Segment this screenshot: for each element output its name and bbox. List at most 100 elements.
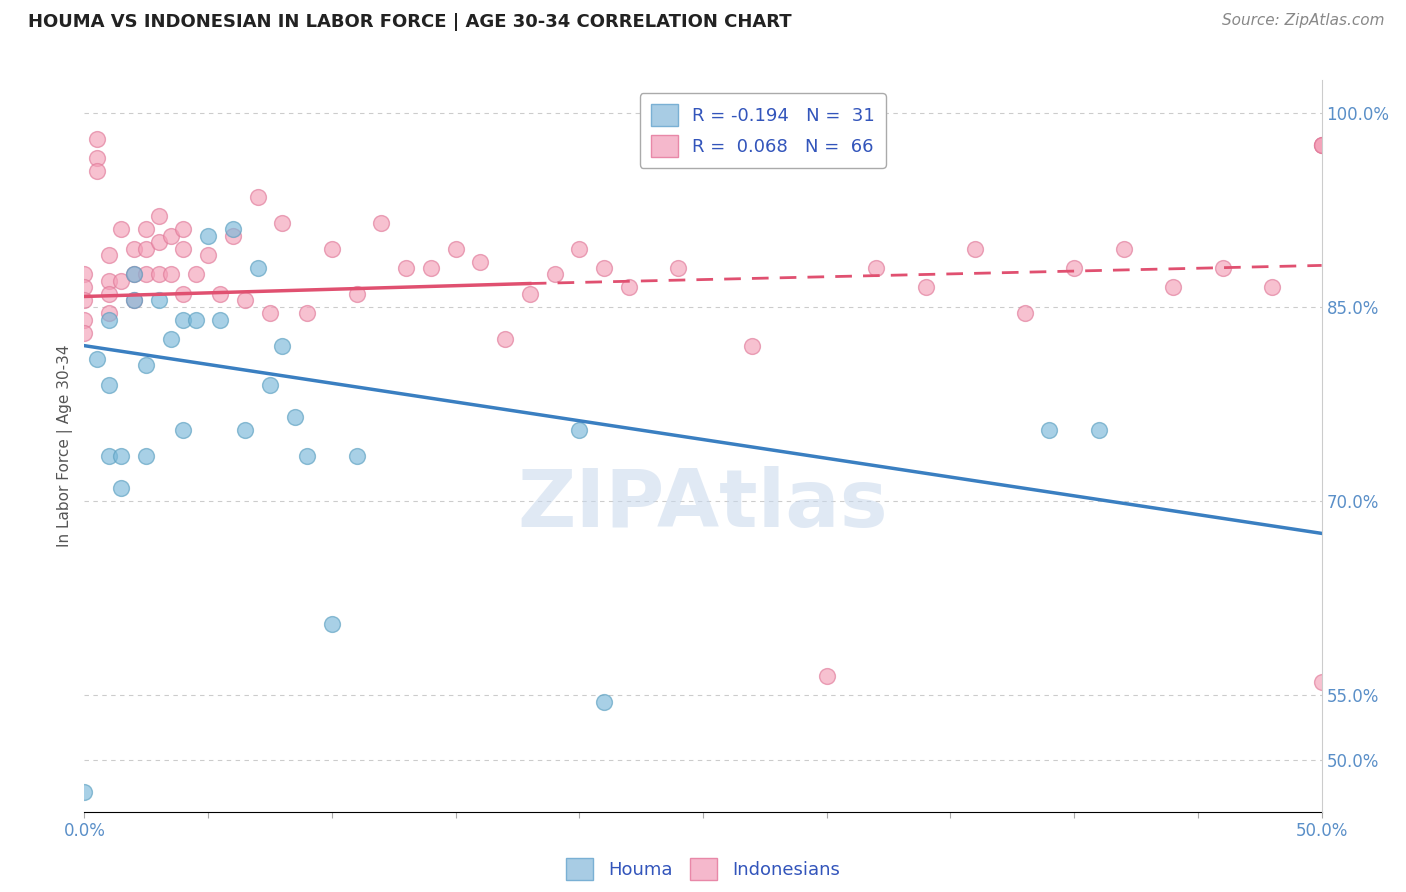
Point bbox=[73, 293, 96, 308]
Point bbox=[865, 260, 887, 275]
Point bbox=[73, 785, 96, 799]
Point bbox=[122, 268, 145, 282]
Point bbox=[110, 481, 132, 495]
Point bbox=[233, 423, 256, 437]
Text: Source: ZipAtlas.com: Source: ZipAtlas.com bbox=[1222, 13, 1385, 29]
Point bbox=[346, 286, 368, 301]
Point bbox=[122, 293, 145, 308]
Point bbox=[135, 449, 157, 463]
Point bbox=[666, 260, 689, 275]
Point bbox=[444, 242, 467, 256]
Point bbox=[98, 312, 121, 326]
Point bbox=[568, 242, 591, 256]
Point bbox=[122, 293, 145, 308]
Point bbox=[172, 222, 194, 236]
Point bbox=[1310, 675, 1333, 690]
Point bbox=[1088, 423, 1111, 437]
Point bbox=[148, 209, 170, 223]
Point bbox=[222, 222, 245, 236]
Point bbox=[815, 669, 838, 683]
Point bbox=[110, 449, 132, 463]
Point bbox=[86, 351, 108, 366]
Point bbox=[1212, 260, 1234, 275]
Point bbox=[148, 235, 170, 249]
Point bbox=[110, 222, 132, 236]
Point bbox=[233, 293, 256, 308]
Point bbox=[135, 242, 157, 256]
Point bbox=[222, 228, 245, 243]
Point bbox=[110, 274, 132, 288]
Point bbox=[259, 377, 281, 392]
Text: HOUMA VS INDONESIAN IN LABOR FORCE | AGE 30-34 CORRELATION CHART: HOUMA VS INDONESIAN IN LABOR FORCE | AGE… bbox=[28, 13, 792, 31]
Point bbox=[259, 306, 281, 320]
Point bbox=[395, 260, 418, 275]
Point bbox=[1310, 138, 1333, 153]
Point bbox=[1038, 423, 1060, 437]
Point bbox=[73, 280, 96, 294]
Point bbox=[148, 268, 170, 282]
Point bbox=[246, 260, 269, 275]
Point bbox=[86, 131, 108, 145]
Point bbox=[197, 248, 219, 262]
Point bbox=[148, 293, 170, 308]
Point bbox=[568, 423, 591, 437]
Point bbox=[73, 326, 96, 340]
Point bbox=[519, 286, 541, 301]
Point bbox=[135, 268, 157, 282]
Point bbox=[172, 423, 194, 437]
Point bbox=[160, 228, 183, 243]
Point bbox=[419, 260, 441, 275]
Point bbox=[184, 312, 207, 326]
Point bbox=[494, 332, 516, 346]
Point bbox=[135, 222, 157, 236]
Point bbox=[172, 312, 194, 326]
Point bbox=[617, 280, 640, 294]
Point bbox=[98, 274, 121, 288]
Point bbox=[86, 151, 108, 165]
Point bbox=[543, 268, 565, 282]
Point bbox=[1063, 260, 1085, 275]
Point bbox=[1310, 138, 1333, 153]
Point bbox=[346, 449, 368, 463]
Point bbox=[209, 312, 232, 326]
Text: ZIPAtlas: ZIPAtlas bbox=[517, 466, 889, 543]
Point bbox=[593, 695, 616, 709]
Point bbox=[271, 216, 294, 230]
Point bbox=[1261, 280, 1284, 294]
Point bbox=[197, 228, 219, 243]
Point bbox=[321, 617, 343, 632]
Point bbox=[965, 242, 987, 256]
Point bbox=[295, 449, 318, 463]
Point bbox=[1014, 306, 1036, 320]
Point bbox=[160, 268, 183, 282]
Point bbox=[98, 306, 121, 320]
Point bbox=[295, 306, 318, 320]
Point bbox=[271, 339, 294, 353]
Point bbox=[470, 254, 492, 268]
Point bbox=[122, 242, 145, 256]
Point bbox=[1161, 280, 1184, 294]
Point bbox=[209, 286, 232, 301]
Point bbox=[73, 312, 96, 326]
Point bbox=[122, 268, 145, 282]
Legend: Houma, Indonesians: Houma, Indonesians bbox=[560, 850, 846, 887]
Point bbox=[172, 286, 194, 301]
Point bbox=[246, 190, 269, 204]
Point bbox=[1112, 242, 1135, 256]
Point bbox=[284, 409, 307, 424]
Y-axis label: In Labor Force | Age 30-34: In Labor Force | Age 30-34 bbox=[58, 344, 73, 548]
Point bbox=[135, 358, 157, 372]
Point bbox=[370, 216, 392, 230]
Point bbox=[98, 286, 121, 301]
Point bbox=[593, 260, 616, 275]
Point bbox=[98, 377, 121, 392]
Point bbox=[98, 449, 121, 463]
Point bbox=[98, 248, 121, 262]
Point bbox=[741, 339, 763, 353]
Point bbox=[914, 280, 936, 294]
Point bbox=[184, 268, 207, 282]
Point bbox=[1310, 138, 1333, 153]
Point bbox=[73, 268, 96, 282]
Point bbox=[172, 242, 194, 256]
Point bbox=[86, 164, 108, 178]
